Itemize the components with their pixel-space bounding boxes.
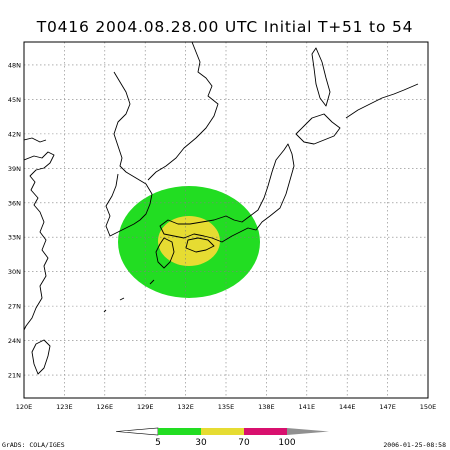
- longitude-labels: 120E 123E 126E 129E 132E 135E 138E 141E 144E 147E…: [16, 403, 437, 411]
- korea-coastline: [105, 71, 153, 237]
- legend-swatch: [158, 428, 201, 435]
- legend-colorbar: [115, 427, 329, 436]
- lon-tick-label: 144E: [339, 403, 356, 411]
- bohai-coastline: [24, 137, 47, 143]
- grid-lines: [24, 42, 428, 398]
- legend-swatch: [244, 428, 287, 435]
- probability-area-30: [158, 216, 220, 266]
- lon-tick-label: 147E: [379, 403, 396, 411]
- legend-swatch: [201, 428, 244, 435]
- lat-tick-label: 42N: [8, 130, 21, 138]
- lon-tick-label: 120E: [16, 403, 33, 411]
- taiwan-coastline: [31, 339, 51, 375]
- honshu-coastline: [159, 143, 295, 243]
- hokkaido-coastline: [295, 113, 341, 145]
- lat-tick-label: 33N: [8, 234, 21, 242]
- map-title: T0416 2004.08.28.00 UTC Initial T+51 to …: [36, 18, 414, 36]
- lat-tick-label: 24N: [8, 337, 21, 345]
- map-frame: [23, 41, 429, 399]
- lon-tick-label: 150E: [420, 403, 437, 411]
- lat-tick-label: 30N: [8, 268, 21, 276]
- kuril-islands: [345, 83, 419, 119]
- shikoku-coastline: [185, 237, 215, 253]
- legend-label: 100: [278, 438, 296, 448]
- coastlines: [24, 42, 419, 375]
- legend-swatch: [287, 428, 329, 435]
- legend-label: 70: [238, 438, 250, 448]
- legend-arrow-left: [115, 427, 159, 436]
- legend-label: 30: [195, 438, 207, 448]
- lat-tick-label: 27N: [8, 303, 21, 311]
- russia-coastline: [147, 42, 219, 181]
- footer-right: 2006-01-25-08:58: [383, 441, 446, 449]
- china-coastline: [24, 151, 55, 331]
- lat-tick-label: 48N: [8, 61, 21, 69]
- lon-tick-label: 135E: [218, 403, 235, 411]
- lon-tick-label: 126E: [97, 403, 114, 411]
- lon-tick-label: 129E: [137, 403, 154, 411]
- lon-tick-label: 132E: [177, 403, 194, 411]
- lat-tick-label: 45N: [8, 96, 21, 104]
- lat-tick-label: 36N: [8, 199, 21, 207]
- lat-tick-label: 21N: [8, 372, 21, 380]
- lon-tick-label: 123E: [56, 403, 73, 411]
- lat-tick-label: 39N: [8, 165, 21, 173]
- kyushu-coastline: [155, 237, 175, 269]
- footer-left: GrADS: COLA/IGES: [2, 441, 65, 449]
- ryukyu-islands: [103, 279, 155, 313]
- latitude-labels: 21N 24N 27N 30N 33N 36N 39N 42N 45N 48N: [8, 61, 21, 379]
- legend-label: 5: [155, 438, 161, 448]
- lon-tick-label: 138E: [258, 403, 275, 411]
- lon-tick-label: 141E: [299, 403, 316, 411]
- sakhalin-coastline: [311, 47, 331, 107]
